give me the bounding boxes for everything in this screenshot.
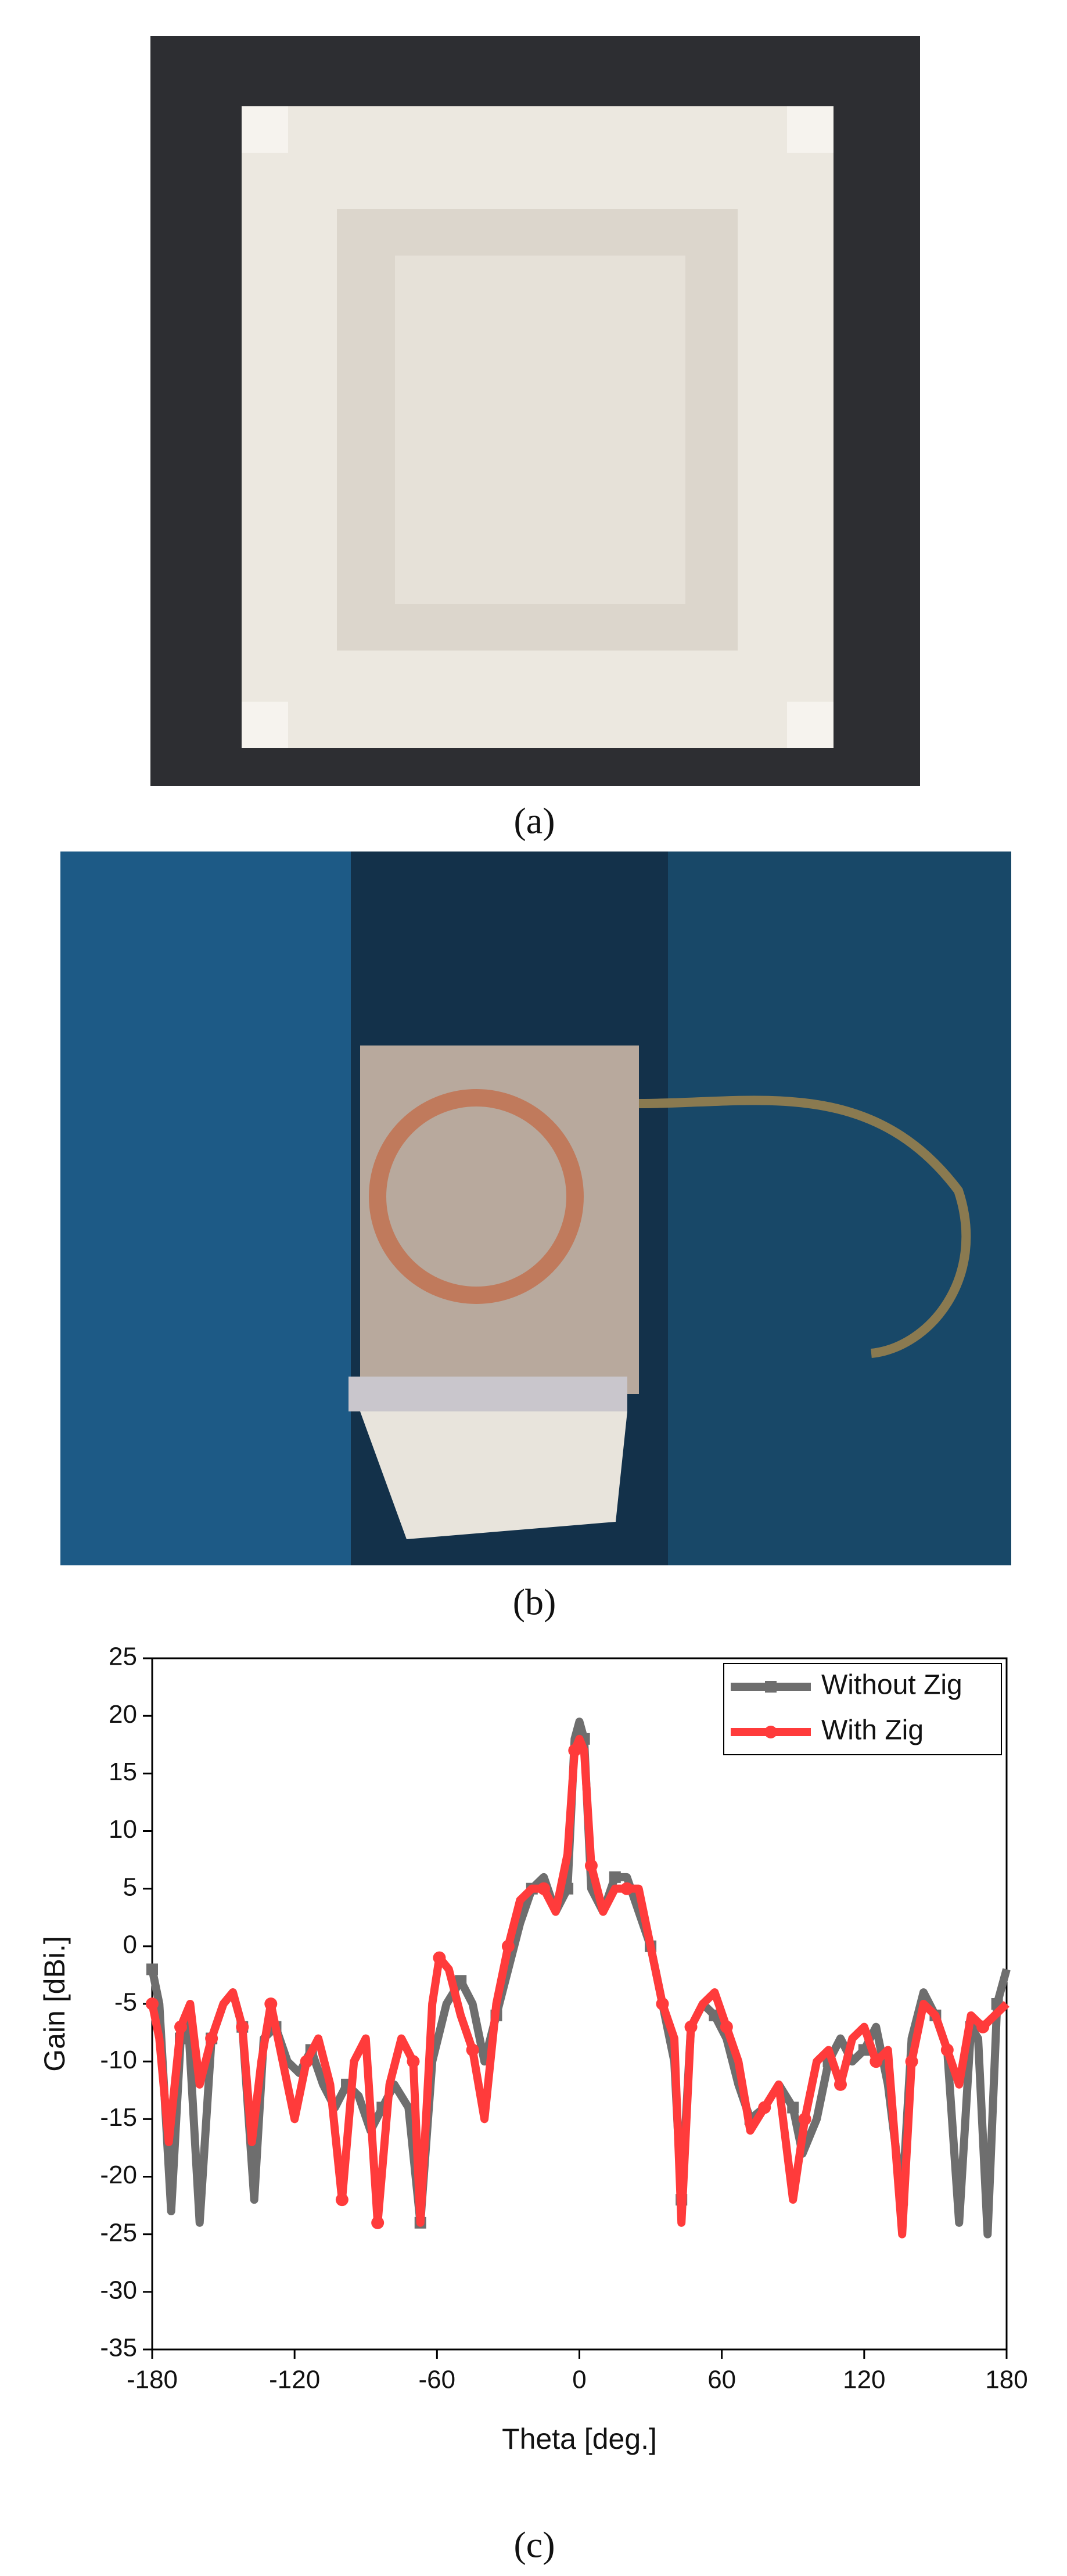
x-tick-label: -60: [419, 2366, 456, 2394]
y-tick-label: 15: [109, 1758, 137, 1786]
marker: [684, 2020, 698, 2034]
y-tick-label: 5: [123, 1873, 137, 1901]
y-tick-label: 10: [109, 1815, 137, 1844]
y-axis-label: Gain [dBi.]: [38, 1936, 71, 2071]
series-line: [148, 1718, 1011, 2239]
plot-frame: [151, 1657, 1008, 2351]
marker: [264, 1997, 278, 2010]
marker: [455, 1975, 467, 1987]
marker: [407, 2055, 420, 2068]
marker: [537, 1882, 551, 1895]
legend-marker: [764, 1726, 777, 1738]
y-tick-label: -15: [100, 2103, 137, 2132]
marker: [466, 2043, 479, 2057]
legend-box: [723, 1663, 1002, 1755]
marker: [609, 1871, 621, 1883]
marker: [568, 1744, 581, 1757]
marker: [834, 2078, 847, 2091]
marker: [976, 2020, 990, 2034]
marker: [870, 2055, 883, 2068]
y-tick-label: -30: [100, 2276, 137, 2304]
marker: [656, 1997, 669, 2010]
marker: [205, 2032, 218, 2045]
series-line: [148, 1734, 1009, 2239]
marker: [720, 2020, 733, 2034]
photo-b: [60, 852, 1011, 1565]
marker: [584, 1859, 598, 1872]
marker: [433, 1951, 446, 1964]
marker: [501, 1939, 515, 1953]
y-tick-label: -25: [100, 2218, 137, 2247]
marker: [300, 2055, 313, 2068]
legend-label: With Zig: [821, 1715, 924, 1746]
marker: [905, 2055, 918, 2068]
caption-b: (b): [513, 1582, 556, 1623]
x-tick-label: 180: [985, 2366, 1028, 2394]
y-tick-label: -10: [100, 2046, 137, 2074]
marker: [798, 2112, 811, 2126]
y-tick-label: -5: [114, 1988, 137, 2017]
marker: [620, 1882, 634, 1895]
marker: [146, 1997, 159, 2010]
caption-a: (a): [513, 800, 555, 842]
marker: [787, 2101, 799, 2114]
legend-label: Without Zig: [821, 1670, 962, 1701]
x-tick-label: 60: [707, 2366, 736, 2394]
y-tick-label: 20: [109, 1700, 137, 1729]
marker: [758, 2101, 771, 2114]
marker: [174, 2020, 188, 2034]
x-axis-label: Theta [deg.]: [502, 2423, 657, 2455]
x-tick-label: -180: [127, 2366, 178, 2394]
y-tick-label: -35: [100, 2334, 137, 2362]
marker: [236, 2020, 249, 2034]
photo-a: [150, 36, 920, 786]
y-tick-label: 0: [123, 1930, 137, 1959]
x-tick-label: 0: [572, 2366, 586, 2394]
marker: [335, 2193, 349, 2207]
legend-marker: [765, 1681, 777, 1693]
marker: [146, 1963, 158, 1975]
y-tick-label: -20: [100, 2161, 137, 2189]
marker: [940, 2043, 954, 2057]
marker: [371, 2216, 385, 2229]
chart: -35 -30 -25 -20 -15 -10 -5 0 5 10 15 20 25 -180 -120 -6…: [38, 1643, 1028, 2456]
x-tick-label: 120: [843, 2366, 885, 2394]
x-tick-label: -120: [269, 2366, 320, 2394]
caption-c: (c): [513, 2524, 555, 2566]
y-tick-label: 25: [109, 1643, 137, 1671]
